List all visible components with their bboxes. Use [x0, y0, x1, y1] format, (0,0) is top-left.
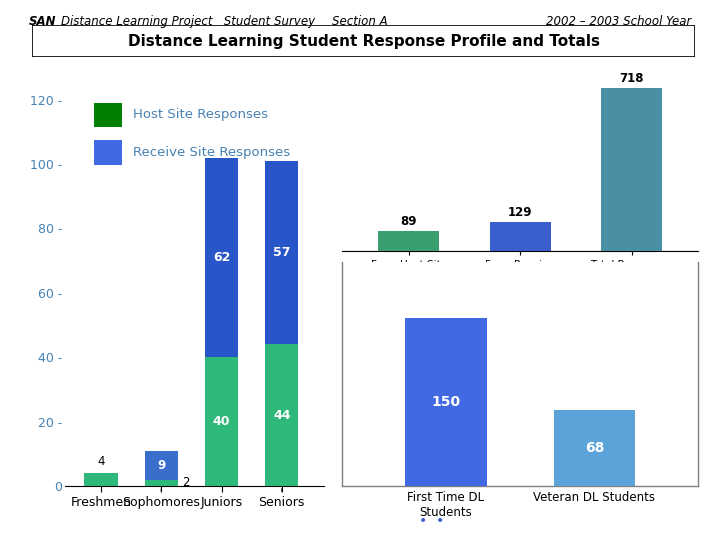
Text: 4: 4: [97, 455, 104, 468]
Text: 62: 62: [213, 251, 230, 264]
Bar: [554, 410, 635, 486]
Text: 57: 57: [273, 246, 291, 259]
Text: Host Site Responses: Host Site Responses: [133, 108, 268, 122]
Bar: [405, 318, 487, 486]
Text: 44: 44: [273, 409, 291, 422]
Text: Section A: Section A: [332, 15, 388, 28]
Bar: [265, 161, 298, 345]
Bar: [84, 473, 117, 486]
Text: 89: 89: [400, 215, 417, 228]
Text: SAN: SAN: [29, 15, 56, 28]
Text: Receive Site Responses: Receive Site Responses: [133, 146, 290, 159]
Text: •  •: • •: [419, 514, 445, 528]
Text: 2002 – 2003 School Year: 2002 – 2003 School Year: [546, 15, 691, 28]
Text: 68: 68: [585, 441, 604, 455]
Bar: [145, 450, 178, 480]
Text: 9: 9: [157, 458, 166, 471]
Bar: [145, 480, 178, 486]
Bar: [490, 222, 551, 251]
Bar: [378, 231, 439, 251]
Bar: [205, 158, 238, 357]
Bar: [601, 88, 662, 251]
Text: 150: 150: [431, 395, 461, 409]
Text: 718: 718: [619, 72, 644, 85]
Bar: [205, 357, 238, 486]
Text: Distance Learning Student Response Profile and Totals: Distance Learning Student Response Profi…: [127, 33, 600, 49]
Text: 40: 40: [213, 415, 230, 428]
Text: 2: 2: [182, 476, 189, 489]
Bar: [265, 345, 298, 486]
Text: 129: 129: [508, 206, 533, 219]
Text: Distance Learning Project   Student Survey: Distance Learning Project Student Survey: [61, 15, 315, 28]
